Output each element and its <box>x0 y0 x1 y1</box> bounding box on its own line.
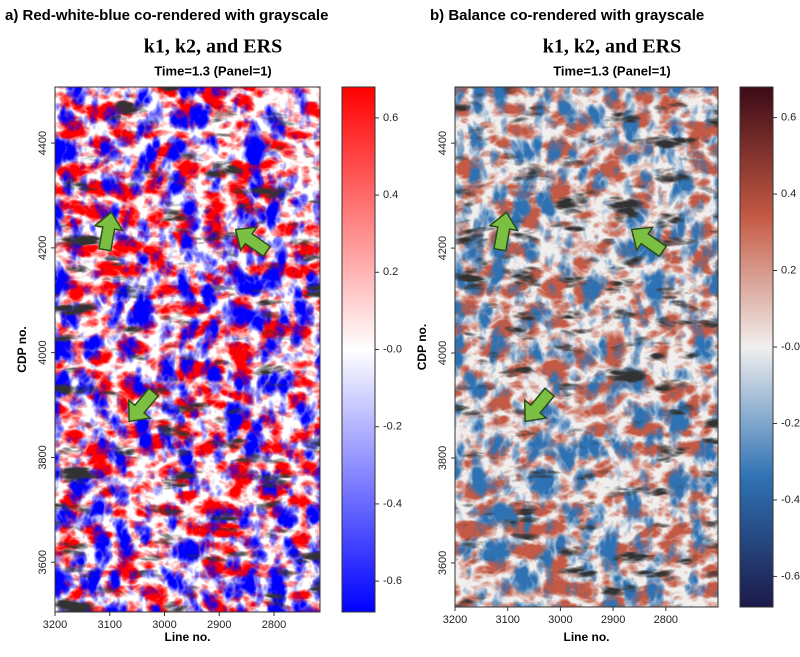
colorbar-tick-label: 0.4 <box>781 188 796 200</box>
annotations <box>93 211 668 423</box>
panel-label: a) Red-white-blue co-rendered with grays… <box>5 7 328 24</box>
x-tick-label: 2800 <box>262 619 286 631</box>
arrow <box>127 387 160 423</box>
arrow <box>630 226 668 258</box>
y-tick-label: 4000 <box>437 341 449 365</box>
x-tick-label: 2800 <box>654 614 678 626</box>
y-tick-label: 3600 <box>37 550 49 574</box>
arrow <box>93 211 124 252</box>
x-tick-label: 2900 <box>601 614 625 626</box>
x-tick-label: 3200 <box>43 619 67 631</box>
y-tick-label: 4400 <box>437 131 449 155</box>
colorbar-tick-label: 0.4 <box>383 189 398 201</box>
y-tick-label: 3800 <box>437 446 449 470</box>
arrow <box>234 226 272 258</box>
seismic-texture <box>455 87 718 607</box>
colorbar <box>739 86 774 608</box>
colorbar-tick-label: 0.2 <box>383 266 398 278</box>
colorbar-tick-label: 0.6 <box>383 112 398 124</box>
chart-subtitle: Time=1.3 (Panel=1) <box>154 63 272 78</box>
chart-title: k1, k2, and ERS <box>144 36 282 58</box>
colorbar-tick-label: -0.0 <box>383 343 402 355</box>
arrow <box>488 211 519 252</box>
x-tick-label: 3100 <box>98 619 122 631</box>
y-tick-label: 3600 <box>437 551 449 575</box>
x-tick-label: 3200 <box>443 614 467 626</box>
x-axis-label: Line no. <box>165 630 211 644</box>
y-axis-label: CDP no. <box>15 326 29 372</box>
y-tick-label: 3800 <box>37 445 49 469</box>
colorbar-tick-label: -0.4 <box>383 498 402 510</box>
chart-title: k1, k2, and ERS <box>543 36 681 58</box>
panel-label: b) Balance co-rendered with grayscale <box>430 7 704 24</box>
colorbar-tick-label: -0.4 <box>781 494 800 506</box>
y-tick-label: 4000 <box>37 340 49 364</box>
x-axis-label: Line no. <box>564 630 610 644</box>
colorbar-tick-label: -0.6 <box>781 570 800 582</box>
colorbar-tick-label: 0.6 <box>781 111 796 123</box>
colorbar-tick-label: -0.6 <box>383 575 402 587</box>
x-tick-label: 2900 <box>207 619 231 631</box>
y-tick-label: 4200 <box>437 236 449 260</box>
colorbar-tick-label: -0.2 <box>383 421 402 433</box>
colorbar <box>341 86 376 613</box>
y-tick-label: 4200 <box>37 236 49 260</box>
y-tick-label: 4400 <box>37 131 49 155</box>
x-tick-label: 3100 <box>495 614 519 626</box>
plot-frame <box>54 86 321 613</box>
colorbar-tick-label: -0.2 <box>781 417 800 429</box>
colorbar-tick-label: 0.2 <box>781 264 796 276</box>
chart-subtitle: Time=1.3 (Panel=1) <box>553 63 671 78</box>
arrow <box>523 387 556 423</box>
x-tick-label: 3000 <box>152 619 176 631</box>
seismic-texture <box>55 87 320 612</box>
y-axis-label: CDP no. <box>415 324 429 370</box>
colorbar-tick-label: -0.0 <box>781 341 800 353</box>
x-tick-label: 3000 <box>548 614 572 626</box>
plot-frame <box>454 86 719 608</box>
